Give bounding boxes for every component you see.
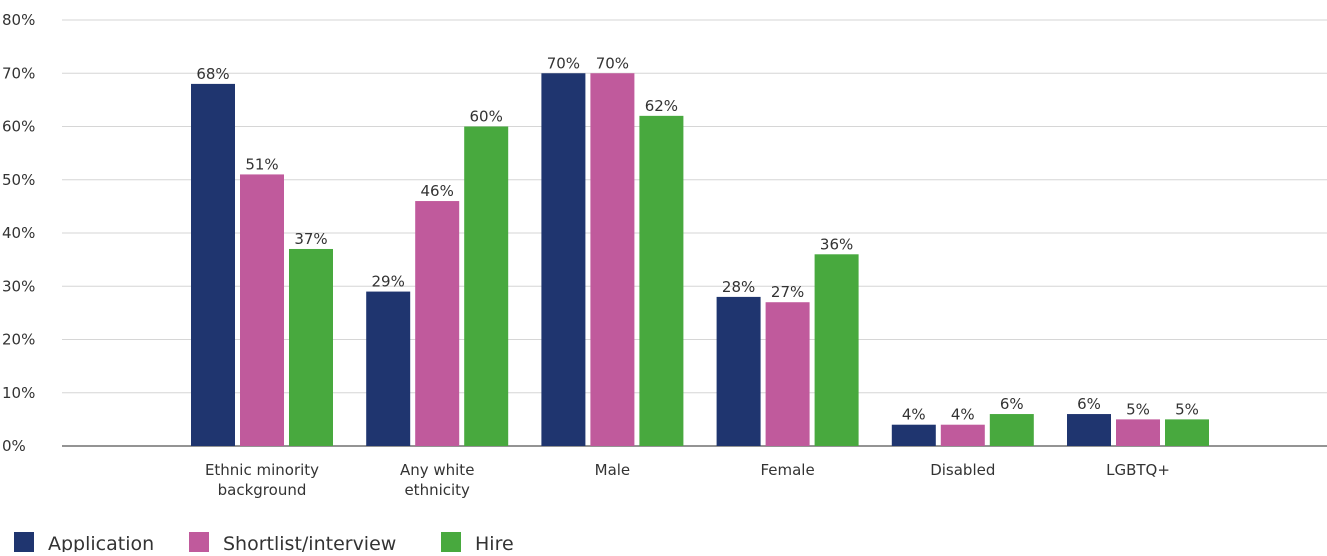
bar [989,414,1034,446]
data-label: 68% [196,65,229,83]
y-tick-label: 70% [2,64,35,82]
bar [541,73,586,446]
bar [891,424,936,446]
x-tick-label: LGBTQ+ [1106,461,1170,479]
bar [415,201,460,446]
bar [716,296,761,446]
data-label: 37% [294,230,327,248]
data-label: 51% [245,155,278,173]
y-tick-label: 0% [2,437,26,455]
bar [814,254,859,446]
legend-swatch [14,532,34,552]
x-tick-label: Any white [400,461,474,479]
data-label: 29% [372,273,405,291]
bar [1067,414,1111,446]
y-tick-label: 60% [2,118,35,136]
data-label: 28% [722,278,755,296]
bar [240,174,284,447]
data-label: 46% [421,182,454,200]
data-label: 36% [820,235,853,253]
bar [590,73,635,446]
x-tick-label: Female [760,461,814,479]
y-tick-label: 20% [2,331,35,349]
legend-label: Hire [475,533,514,552]
y-tick-label: 50% [2,171,35,189]
data-label: 4% [902,406,926,424]
bar [940,424,985,446]
data-label: 6% [1077,395,1101,413]
x-tick-label: ethnicity [404,481,470,499]
bar [1116,419,1160,446]
x-tick-label: Male [595,461,631,479]
legend-swatch [441,532,461,552]
legend-swatch [189,532,209,552]
bar [191,83,235,447]
y-tick-label: 10% [2,384,35,402]
y-tick-label: 80% [2,11,35,29]
data-label: 62% [645,97,678,115]
data-label: 70% [596,54,629,72]
data-label: 60% [470,108,503,126]
bar [366,291,411,446]
data-label: 27% [771,283,804,301]
bar [765,302,810,446]
legend-label: Shortlist/interview [223,533,396,552]
x-tick-label: Ethnic minority [205,461,319,479]
bar [639,115,684,446]
bar [464,126,509,446]
legend-label: Application [48,533,154,552]
bar [1165,419,1209,446]
y-tick-label: 40% [2,224,35,242]
data-label: 4% [951,406,975,424]
data-label: 5% [1126,400,1150,418]
y-tick-label: 30% [2,277,35,295]
x-tick-label: Disabled [930,461,995,479]
bar [289,248,333,446]
data-label: 6% [1000,395,1024,413]
data-label: 70% [547,54,580,72]
data-label: 5% [1175,400,1199,418]
x-tick-label: background [218,481,307,499]
